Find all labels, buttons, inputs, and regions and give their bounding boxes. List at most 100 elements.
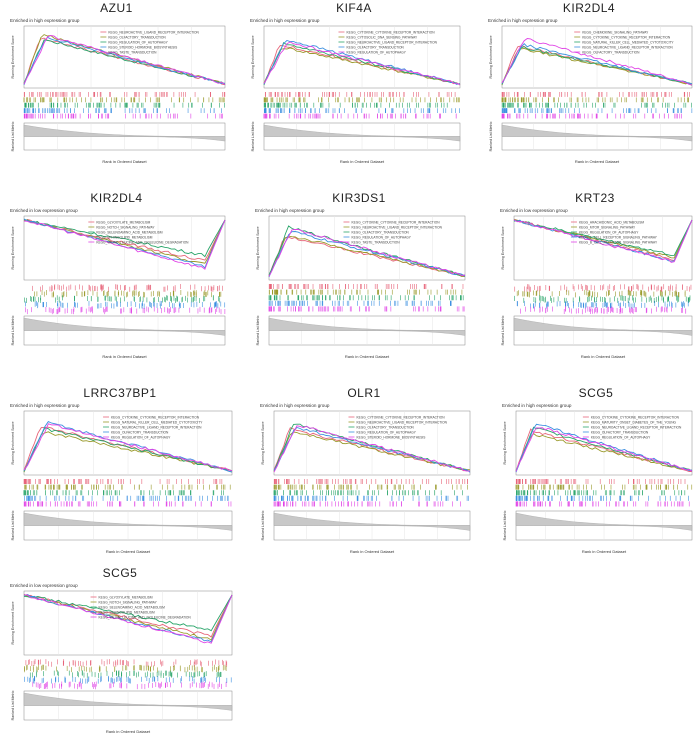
legend-label: KEGG_MTOR_SIGNALING_PATHWAY	[579, 225, 636, 229]
ylabel-rank: Ranked List Metric	[256, 315, 260, 345]
legend-label: KEGG_NEUROACTIVE_LIGAND_RECEPTOR_INTERAC…	[356, 420, 447, 424]
gsea-panel: SCG5 Enriched in high expression group Run…	[492, 385, 700, 560]
legend-label: KEGG_REGULATION_OF_AUTOPHAGY	[591, 435, 651, 439]
legend-label: KEGG_SELENOAMINO_ACID_METABOLISM	[99, 605, 166, 609]
panel-title: KIR3DS1	[332, 191, 386, 205]
legend-label: KEGG_OLFACTORY_TRANSDUCTION	[582, 50, 640, 54]
es-curve	[515, 427, 693, 472]
ylabel-rank: Ranked List Metric	[11, 690, 15, 720]
gsea-plot: Enriched in low expression group Running …	[10, 208, 226, 359]
es-curve	[268, 236, 466, 277]
es-curve	[501, 38, 693, 86]
gsea-panel: KIR2DL4 Enriched in low expression group R…	[0, 190, 233, 365]
legend-label: KEGG_CYTOKINE_CYTOKINE_RECEPTOR_INTERACT…	[591, 415, 680, 419]
ylabel-es: Running Enrichment Score	[11, 602, 15, 645]
ylabel-rank: Ranked List Metric	[501, 315, 505, 345]
es-curve	[515, 432, 693, 472]
legend-label: KEGG_GLYOXYLATE_METABOLISM	[96, 220, 150, 224]
es-curve	[23, 36, 226, 85]
ylabel-es: Running Enrichment Score	[11, 36, 15, 79]
es-curve	[268, 231, 466, 278]
es-curve	[501, 43, 693, 85]
ylabel-rank: Ranked List Metric	[251, 121, 255, 151]
es-curve	[501, 46, 693, 86]
xlabel: Rank in Ordered Dataset	[340, 159, 385, 164]
gsea-panel: KRT23 Enriched in low expression group Run…	[490, 190, 700, 365]
ylabel-es: Running Enrichment Score	[251, 36, 255, 79]
gsea-plot: Enriched in high expression group Running…	[488, 18, 693, 164]
panel-title: OLR1	[347, 386, 381, 400]
legend-label: KEGG_NEUROACTIVE_LIGAND_RECEPTOR_INTERAC…	[108, 30, 199, 34]
gsea-panel: AZU1 Enriched in high expression group Run…	[0, 0, 233, 170]
legend-label: KEGG_REGULATION_OF_AUTOPHAGY	[579, 230, 639, 234]
es-curve	[263, 41, 461, 86]
legend-label: KEGG_OLFACTORY_TRANSDUCTION	[591, 430, 649, 434]
xlabel: Rank in Ordered Dataset	[581, 354, 626, 359]
legend-label: KEGG_NEUROACTIVE_LIGAND_RECEPTOR_INTERAC…	[351, 225, 442, 229]
es-curve	[23, 39, 226, 85]
es-curve	[23, 594, 233, 644]
gsea-panel: OLR1 Enriched in high expression group Run…	[250, 385, 478, 560]
ylabel-es: Running Enrichment Score	[261, 422, 265, 465]
legend-label: KEGG_REGULATION_OF_AUTOPHAGY	[356, 430, 416, 434]
gsea-plot: Enriched in high expression group Running…	[502, 403, 693, 554]
panel-title: KIF4A	[336, 1, 372, 15]
legend-label: KEGG_OLFACTORY_TRANSDUCTION	[351, 230, 409, 234]
panel-subtitle: Enriched in high expression group	[10, 403, 80, 408]
legend-label: KEGG_SPHINGOLIPID_METABOLISM	[99, 610, 155, 614]
legend-label: KEGG_STEROID_HORMONE_BIOSYNTHESIS	[108, 45, 177, 49]
legend-label: KEGG_GLYOXYLATE_METABOLISM	[99, 595, 153, 599]
gsea-panel: SCG5 Enriched in low expression group Runn…	[0, 565, 240, 740]
gsea-plot: Enriched in low expression group Running …	[10, 583, 233, 734]
legend-label: KEGG_NEUROACTIVE_LIGAND_RECEPTOR_INTERAC…	[582, 45, 673, 49]
ylabel-rank: Ranked List Metric	[11, 121, 15, 151]
ylabel-es: Running Enrichment Score	[503, 422, 507, 465]
es-curve	[268, 228, 466, 277]
legend-label: KEGG_NEUROACTIVE_LIGAND_RECEPTOR_INTERAC…	[591, 425, 682, 429]
es-curve	[513, 219, 693, 262]
gsea-plot: Enriched in low expression group Running …	[500, 208, 693, 359]
xlabel: Rank in Ordered Dataset	[102, 354, 147, 359]
legend-label: KEGG_NOTCH_SIGNALING_PATHWAY	[99, 600, 158, 604]
ylabel-rank: Ranked List Metric	[489, 121, 493, 151]
gsea-panel: LRRC37BP1 Enriched in high expression gro…	[0, 385, 240, 560]
gsea-plot: Enriched in high expression group Running…	[10, 403, 233, 554]
legend-label: KEGG_NOTCH_SIGNALING_PATHWAY	[96, 225, 155, 229]
gsea-plot: Enriched in high expression group Running…	[260, 403, 471, 554]
es-curve	[263, 42, 461, 86]
legend-label: KEGG_OLFACTORY_TRANSDUCTION	[111, 430, 169, 434]
es-curve	[268, 235, 466, 278]
legend-label: KEGG_OLFACTORY_TRANSDUCTION	[356, 425, 414, 429]
legend-label: KEGG_T_CELL_RECEPTOR_SIGNALING_PATHWAY	[579, 235, 658, 239]
legend-label: KEGG_CYTOKINE_CYTOKINE_RECEPTOR_INTERACT…	[351, 220, 440, 224]
panel-subtitle: Enriched in high expression group	[255, 208, 325, 213]
panel-title: KRT23	[575, 191, 615, 205]
es-curve	[263, 47, 461, 85]
legend-label: KEGG_TASTE_TRANSDUCTION	[108, 50, 157, 54]
legend-label: KEGG_SPHINGOLIPID_METABOLISM	[96, 235, 152, 239]
legend-label: KEGG_CYTOKINE_CYTOKINE_RECEPTOR_INTERACT…	[356, 415, 445, 419]
panel-subtitle: Enriched in low expression group	[10, 208, 78, 213]
panel-title: KIR2DL4	[562, 1, 616, 15]
es-curve	[23, 35, 226, 85]
legend-label: KEGG_NATURAL_KILLER_CELL_MEDIATED_CYTOTO…	[582, 40, 674, 44]
ylabel-es: Running Enrichment Score	[501, 227, 505, 270]
panel-title: LRRC37BP1	[83, 386, 157, 400]
ylabel-es: Running Enrichment Score	[256, 227, 260, 270]
legend-label: KEGG_VALINE_LEUCINE_AND_ISOLEUCINE_DEGRA…	[99, 615, 192, 619]
legend-label: KEGG_REGULATION_OF_AUTOPHAGY	[351, 235, 411, 239]
legend-label: KEGG_TASTE_TRANSDUCTION	[351, 240, 400, 244]
xlabel: Rank in Ordered Dataset	[106, 549, 151, 554]
es-curve	[23, 423, 233, 472]
panel-subtitle: Enriched in high expression group	[250, 18, 320, 23]
es-curve	[23, 594, 233, 632]
legend-label: KEGG_NATURAL_KILLER_CELL_MEDIATED_CYTOTO…	[111, 420, 203, 424]
es-curve	[273, 426, 471, 473]
panel-subtitle: Enriched in low expression group	[500, 208, 568, 213]
es-curve	[501, 47, 693, 86]
panel-subtitle: Enriched in low expression group	[10, 583, 78, 588]
legend-label: KEGG_CYTOKINE_CYTOKINE_RECEPTOR_INTERACT…	[582, 35, 671, 39]
ylabel-es: Running Enrichment Score	[489, 36, 493, 79]
ylabel-rank: Ranked List Metric	[11, 510, 15, 540]
legend-label: KEGG_CYTOKINE_CYTOKINE_RECEPTOR_INTERACT…	[346, 30, 435, 34]
